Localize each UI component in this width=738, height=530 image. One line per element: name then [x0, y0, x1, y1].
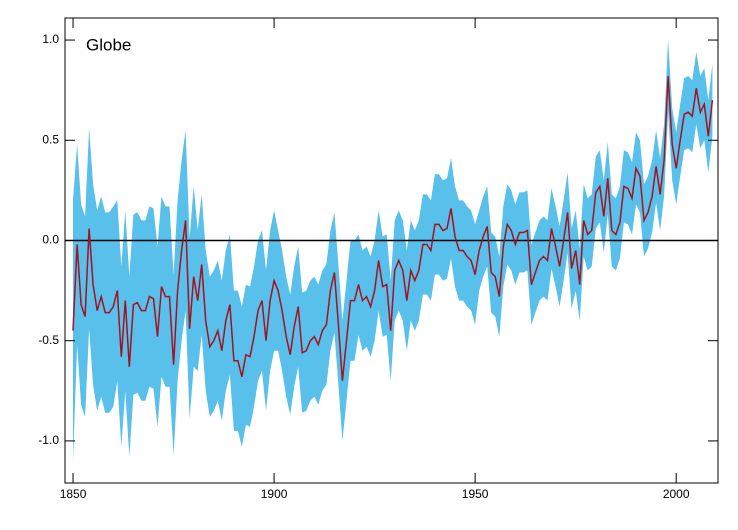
y-tick-label: -1.0	[38, 433, 59, 447]
x-tick-label: 2000	[663, 487, 690, 501]
plot-frame	[64, 17, 719, 484]
data-line	[72, 76, 714, 381]
x-tick-label: 1950	[462, 487, 489, 501]
annotation: Globe	[86, 35, 131, 54]
x-tick-label: 1900	[261, 487, 288, 501]
y-tick-label: -0.5	[38, 333, 59, 347]
y-tick-label: 1.0	[42, 32, 59, 46]
y-tick-label: 0.5	[42, 132, 59, 146]
y-tick-label: 0.0	[42, 233, 59, 247]
x-tick-label: 1850	[60, 487, 87, 501]
uncertainty-band	[73, 40, 713, 461]
